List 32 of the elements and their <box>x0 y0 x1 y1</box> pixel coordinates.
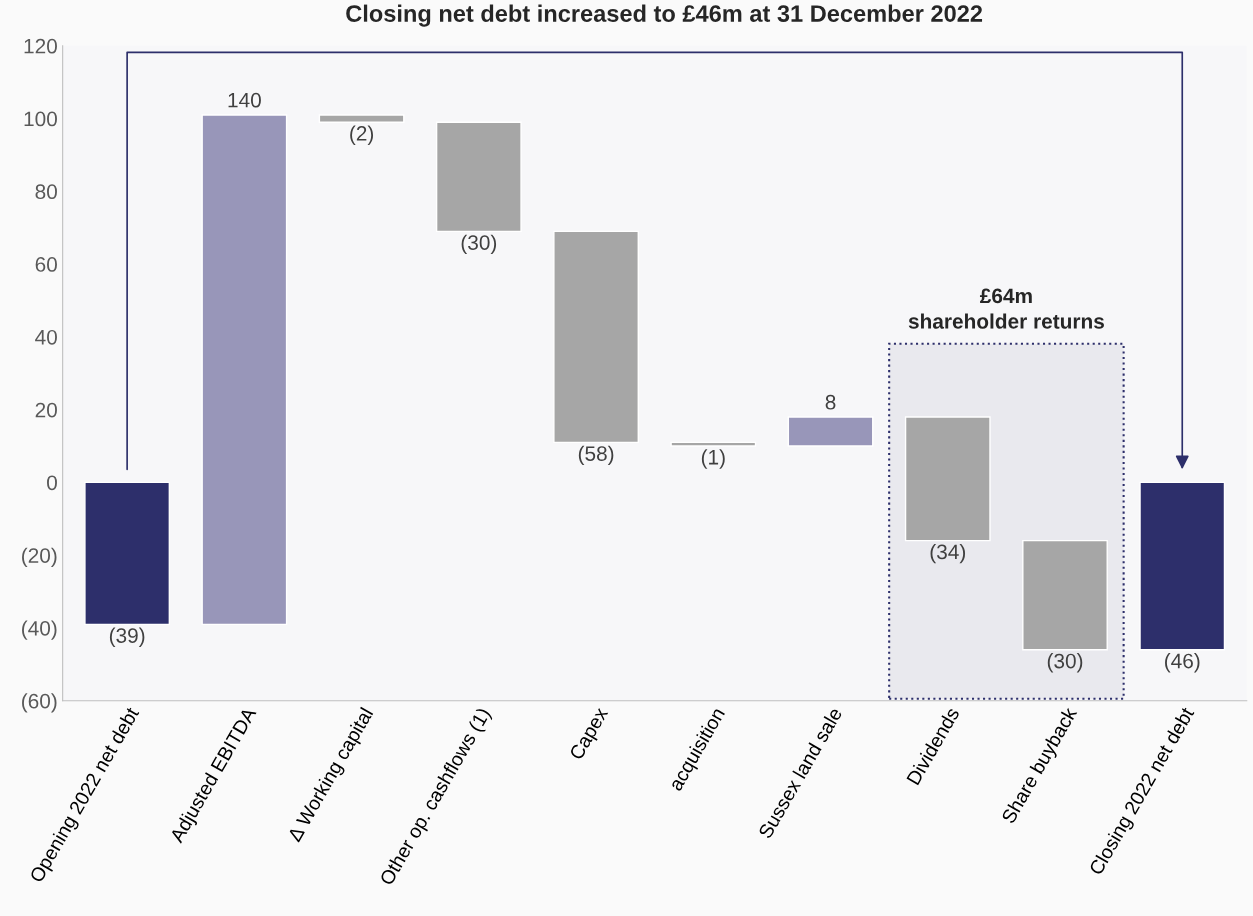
y-tick-label: 40 <box>35 329 57 345</box>
bar <box>435 121 522 233</box>
y-tick-label: 80 <box>35 184 57 200</box>
data-label: (34) <box>930 543 966 564</box>
data-label: 140 <box>228 92 261 108</box>
y-tick-label: 100 <box>24 111 57 127</box>
bar <box>1022 539 1108 651</box>
data-label: (2) <box>350 125 374 145</box>
data-label: 8 <box>825 394 836 410</box>
bar <box>84 481 171 626</box>
bar <box>670 441 757 447</box>
bar <box>904 416 991 542</box>
chart-title: Closing net debt increased to £46m at 31 December 2022 <box>346 4 983 27</box>
bar <box>553 230 639 444</box>
y-tick-label: 120 <box>24 38 57 54</box>
y-tick-label: 0 <box>47 475 57 491</box>
bar <box>1139 481 1226 651</box>
bar <box>787 416 874 447</box>
y-tick-label: 20 <box>35 402 57 418</box>
bar <box>201 114 288 626</box>
data-label: (39) <box>109 627 145 648</box>
y-tick-label: (60) <box>22 693 57 713</box>
band-label: £64m shareholder returns <box>908 288 1104 329</box>
data-label: (30) <box>461 234 497 255</box>
data-label: (30) <box>1047 653 1083 673</box>
bar <box>318 114 405 123</box>
y-tick-label: 60 <box>35 257 57 272</box>
y-tick-label: (20) <box>22 547 57 568</box>
data-label: (1) <box>701 449 725 469</box>
data-label: (58) <box>578 445 614 466</box>
y-tick-label: (40) <box>22 620 57 640</box>
data-label: (46) <box>1165 653 1200 673</box>
